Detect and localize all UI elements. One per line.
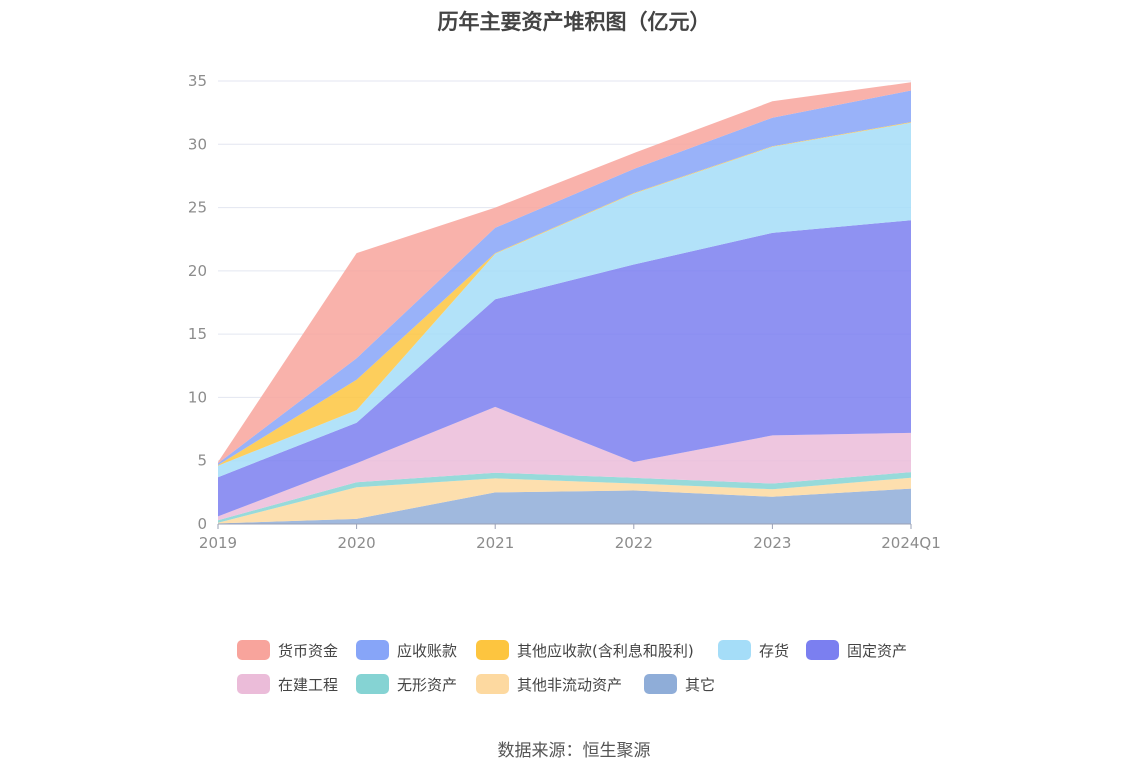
y-tick-label: 35 (188, 72, 207, 90)
legend-swatch (476, 640, 509, 660)
legend-item[interactable]: 存货 (718, 638, 789, 662)
legend-label: 货币资金 (278, 641, 339, 660)
legend-item[interactable]: 货币资金 (237, 638, 338, 662)
legend-label: 其他非流动资产 (517, 675, 623, 694)
legend-swatch (718, 640, 751, 660)
x-tick-label: 2022 (615, 534, 653, 552)
y-tick-label: 25 (188, 199, 207, 217)
legend-item[interactable]: 固定资产 (806, 638, 907, 662)
area-series-5 (218, 122, 911, 478)
area-series-3 (218, 406, 911, 521)
y-tick-label: 30 (188, 135, 207, 153)
y-tick-label: 15 (188, 325, 207, 343)
chart-title: 历年主要资产堆积图（亿元） (437, 10, 711, 34)
area-series-0 (218, 488, 911, 524)
legend-item[interactable]: 其它 (644, 672, 715, 696)
legend-swatch (356, 674, 389, 694)
area-series-1 (218, 477, 911, 524)
area-series-2 (218, 472, 911, 523)
legend-label: 其它 (685, 675, 716, 694)
legend-label: 固定资产 (847, 641, 908, 660)
y-tick-label: 5 (197, 452, 207, 470)
legend-label: 在建工程 (278, 675, 339, 694)
legend-swatch (237, 640, 270, 660)
area-series-8 (218, 82, 911, 464)
legend-label: 应收账款 (397, 641, 458, 660)
stacked-area-chart: 0 5 10 15 20 25 30 35 2019 2020 2021 2022 2023 2024Q1 (188, 72, 941, 552)
y-tick-label: 0 (197, 515, 207, 533)
x-tick-label: 2021 (476, 534, 514, 552)
legend-label: 存货 (759, 641, 790, 660)
legend-item[interactable]: 其他非流动资产 (476, 672, 622, 696)
x-tick-label: 2020 (338, 534, 376, 552)
legend-swatch (644, 674, 677, 694)
legend-label: 无形资产 (397, 675, 458, 694)
x-tick-label: 2024Q1 (881, 534, 941, 552)
area-series-7 (218, 90, 911, 466)
area-series (218, 82, 911, 524)
legend-swatch (356, 640, 389, 660)
source-note: 数据来源：恒生聚源 (497, 741, 651, 761)
legend-item[interactable]: 无形资产 (356, 672, 457, 696)
legend-swatch (237, 674, 270, 694)
legend-item[interactable]: 其他应收款(含利息和股利) (476, 638, 694, 662)
y-tick-label: 20 (188, 262, 207, 280)
legend-swatch (806, 640, 839, 660)
legend-item[interactable]: 在建工程 (237, 672, 338, 696)
legend-label: 其他应收款(含利息和股利) (517, 641, 694, 660)
x-tick-label: 2019 (199, 534, 237, 552)
y-tick-label: 10 (188, 388, 207, 406)
x-tick-label: 2023 (753, 534, 791, 552)
axes: 0 5 10 15 20 25 30 35 2019 2020 2021 2022 2023 2024Q1 (188, 72, 941, 552)
legend-item[interactable]: 应收账款 (356, 638, 457, 662)
legend-swatch (476, 674, 509, 694)
area-series-4 (218, 220, 911, 517)
area-series-6 (218, 122, 911, 466)
